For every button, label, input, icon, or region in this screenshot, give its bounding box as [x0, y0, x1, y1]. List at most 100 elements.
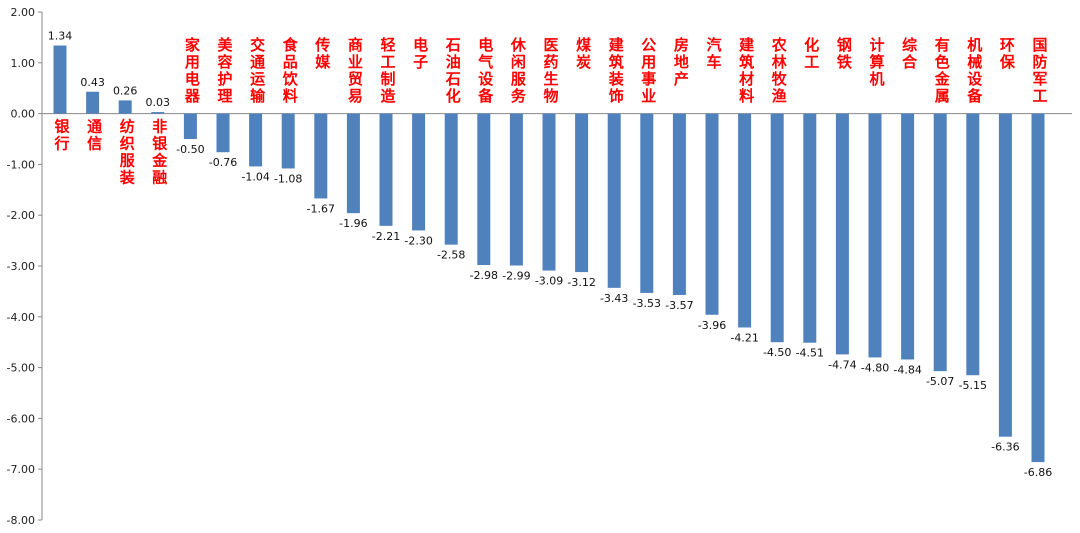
category-label: 美容护理 — [216, 36, 233, 105]
bar — [86, 91, 100, 114]
category-label: 计算机 — [869, 36, 884, 88]
data-label: -4.80 — [861, 361, 889, 374]
bar — [672, 113, 686, 295]
y-tick-label: -6.00 — [7, 412, 35, 425]
category-label: 环保 — [999, 36, 1016, 71]
y-tick-label: -2.00 — [7, 209, 35, 222]
data-label: 0.43 — [80, 76, 105, 89]
y-tick-label: 1.00 — [11, 57, 36, 70]
data-label: -0.76 — [209, 156, 237, 169]
data-label: -1.04 — [241, 170, 269, 183]
y-tick-label: -5.00 — [7, 362, 35, 375]
bar — [933, 113, 947, 372]
data-label: -1.08 — [274, 172, 302, 185]
category-label: 综合 — [901, 36, 918, 71]
data-label: -3.12 — [567, 276, 595, 289]
bar — [444, 113, 458, 245]
category-label: 医药生物 — [543, 36, 558, 105]
bar — [770, 113, 784, 343]
bar — [901, 113, 915, 360]
data-label: -3.53 — [633, 297, 661, 310]
data-label: -4.74 — [828, 358, 856, 371]
category-label: 商业贸易 — [348, 36, 363, 105]
bar — [868, 113, 882, 358]
bar — [575, 113, 589, 273]
data-label: -4.51 — [796, 347, 824, 360]
data-label: -1.67 — [307, 202, 335, 215]
y-tick-label: -7.00 — [7, 463, 35, 476]
data-label: -1.96 — [339, 217, 367, 230]
category-label: 化工 — [804, 36, 819, 71]
data-label: -3.57 — [665, 299, 693, 312]
category-label: 农林牧渔 — [771, 36, 788, 105]
data-label: -4.21 — [730, 331, 758, 344]
category-label: 有色金属 — [934, 36, 951, 105]
category-label: 休闲服务 — [510, 36, 527, 105]
data-label: -3.09 — [535, 275, 563, 288]
data-label: -3.43 — [600, 292, 628, 305]
data-label: -6.86 — [1024, 466, 1052, 479]
category-label: 汽车 — [706, 36, 721, 71]
category-label: 交通运输 — [250, 36, 266, 105]
bar — [998, 113, 1012, 437]
bar — [216, 113, 230, 153]
data-label: 0.26 — [113, 84, 138, 97]
bar — [314, 113, 328, 199]
data-label: -2.99 — [502, 269, 530, 282]
category-label: 建筑材料 — [738, 36, 755, 105]
bar — [412, 113, 426, 231]
bar — [542, 113, 556, 271]
bar — [803, 113, 817, 343]
category-label: 食品饮料 — [282, 36, 299, 105]
label-layer: 1.34 银行 0.43 通信 0.26 纺织服装 0.03 非银金融 -0.50 家用电器 -0.… — [48, 30, 1052, 480]
data-label: -6.36 — [991, 441, 1019, 454]
axis-layer: 2.00 1.00 0.00 -1.00 -2.00 -3.00 -4.00 -5.00 -6.… — [7, 6, 1072, 527]
category-label: 机械设备 — [966, 36, 983, 105]
bar-layer — [53, 45, 1045, 463]
category-label: 家用电器 — [184, 36, 201, 105]
data-label: -4.50 — [763, 346, 791, 359]
bar — [607, 113, 621, 288]
y-tick-label: -8.00 — [7, 514, 35, 527]
data-label: -0.50 — [176, 143, 204, 156]
data-label: -5.07 — [926, 375, 954, 388]
bar — [509, 113, 523, 266]
category-label: 建筑装饰 — [608, 36, 625, 105]
data-label: -5.15 — [959, 379, 987, 392]
bar — [151, 112, 165, 114]
category-label: 钢铁 — [837, 36, 852, 71]
category-label: 通信 — [87, 118, 102, 153]
y-tick-label: 2.00 — [11, 6, 36, 19]
bar — [477, 113, 491, 265]
bar — [53, 45, 67, 114]
data-label: -2.98 — [470, 269, 498, 282]
category-label: 煤炭 — [576, 36, 591, 71]
data-label: -4.84 — [893, 363, 921, 376]
bar — [118, 100, 132, 114]
category-label: 国防军工 — [1032, 36, 1047, 105]
data-label: -3.96 — [698, 319, 726, 332]
bar — [249, 113, 263, 167]
data-label: 0.03 — [146, 96, 171, 109]
category-label: 房地产 — [674, 36, 689, 88]
data-label: 1.34 — [48, 30, 73, 43]
category-label: 公用事业 — [641, 36, 656, 105]
category-label: 电子 — [413, 36, 428, 71]
category-label: 银行 — [53, 118, 70, 153]
category-label: 轻工制造 — [380, 36, 395, 105]
bar — [738, 113, 752, 328]
category-label: 非银金融 — [151, 118, 168, 187]
y-tick-label: 0.00 — [11, 108, 36, 121]
category-label: 石油石化 — [445, 36, 461, 105]
bar — [966, 113, 980, 376]
data-label: -2.21 — [372, 230, 400, 243]
bar — [640, 113, 654, 293]
category-label: 电气设备 — [477, 36, 494, 105]
bar — [835, 113, 849, 355]
y-tick-label: -3.00 — [7, 260, 35, 273]
data-label: -2.58 — [437, 249, 465, 262]
bar — [379, 113, 393, 226]
bar — [346, 113, 360, 214]
